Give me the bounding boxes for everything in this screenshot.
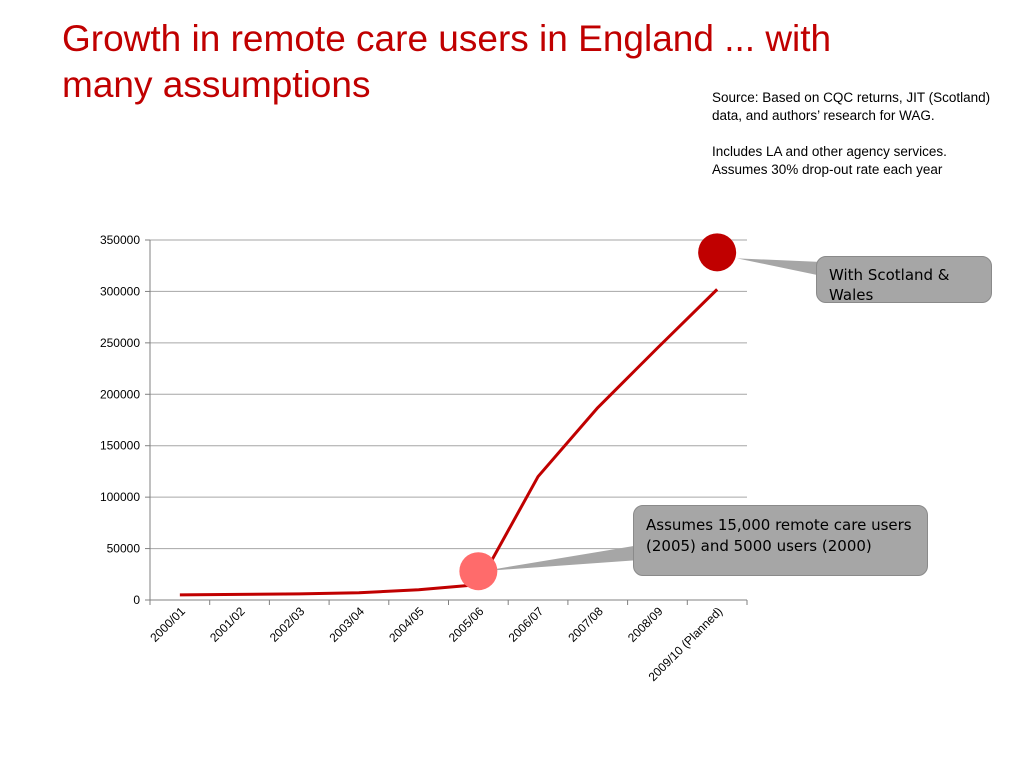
x-tick-label-7: 2007/08 <box>565 604 606 645</box>
callout-scotland-wales: With Scotland & Wales <box>816 256 992 304</box>
y-tick-label-350000: 350000 <box>100 233 140 247</box>
includes-text: Includes LA and other agency services. A… <box>712 144 947 177</box>
x-tick-label-5: 2005/06 <box>446 604 487 645</box>
callout-pointer-scotland <box>737 258 822 276</box>
x-tick-label-1: 2001/02 <box>207 604 248 645</box>
x-tick-label-6: 2006/07 <box>506 604 547 645</box>
y-tick-label-0: 0 <box>133 593 140 607</box>
x-tick-label-3: 2003/04 <box>326 604 367 645</box>
slide-title: Growth in remote care users in England .… <box>62 16 942 108</box>
y-tick-label-100000: 100000 <box>100 490 140 504</box>
y-tick-label-300000: 300000 <box>100 284 140 298</box>
callout-pointer-assumptions <box>482 545 640 572</box>
x-tick-label-4: 2004/05 <box>386 604 427 645</box>
callout-assumptions: Assumes 15,000 remote care users (2005) … <box>633 505 928 576</box>
highlight-marker-1 <box>698 233 737 272</box>
y-tick-label-250000: 250000 <box>100 336 140 350</box>
series-line-0 <box>179 288 719 597</box>
highlight-marker-0 <box>459 552 498 591</box>
slide-title-line-1: Growth in remote care users in England .… <box>62 18 832 59</box>
x-tick-label-0: 2000/01 <box>147 604 188 645</box>
y-tick-label-50000: 50000 <box>107 542 141 556</box>
slide-title-line-2: many assumptions <box>62 64 371 105</box>
y-tick-label-150000: 150000 <box>100 439 140 453</box>
x-tick-label-8: 2008/09 <box>625 604 666 645</box>
x-tick-label-2: 2002/03 <box>267 604 308 645</box>
source-note: Source: Based on CQC returns, JIT (Scotl… <box>712 89 1002 179</box>
y-tick-label-200000: 200000 <box>100 387 140 401</box>
source-text: Source: Based on CQC returns, JIT (Scotl… <box>712 90 991 123</box>
